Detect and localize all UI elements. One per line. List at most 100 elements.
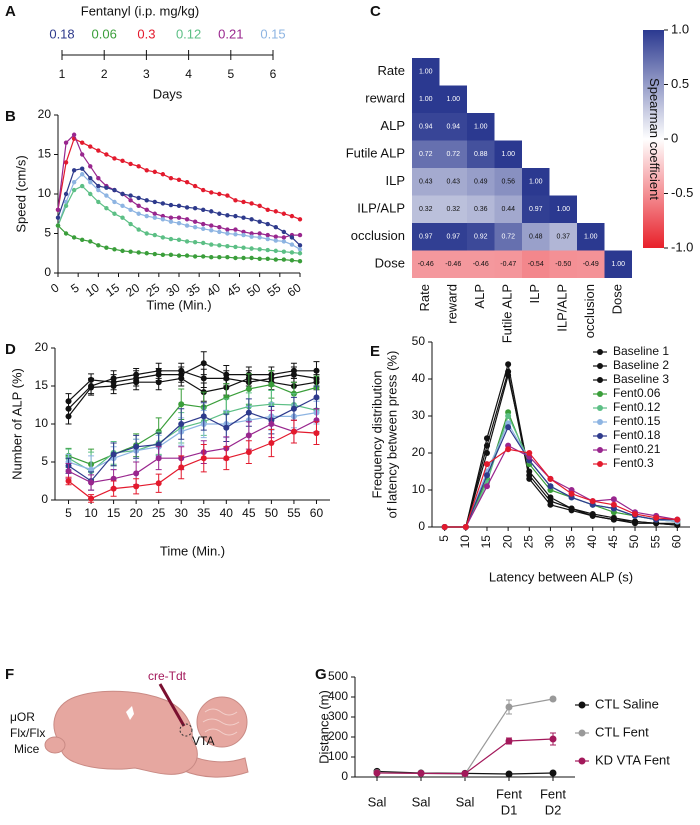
data-point [152,232,157,238]
data-point [257,235,262,240]
colorbar-tick-label: 1.0 [671,21,689,36]
data-point [71,168,77,173]
data-point [168,252,174,258]
data-point [128,198,133,203]
cell-label: 1.00 [529,179,543,186]
data-point [71,187,77,193]
data-point [88,144,93,149]
data-point [88,466,95,473]
data-point [201,226,206,231]
data-point [281,249,287,254]
legend-marker [597,433,603,439]
data-point [632,518,639,525]
heatmap-cell [439,168,467,196]
heatmap-cell [412,140,440,168]
heatmap-cell [412,168,440,196]
data-point [257,247,262,252]
x-tick-label: 10 [458,535,472,549]
data-point [184,253,190,258]
data-point [120,158,125,164]
data-point [184,179,190,185]
cell-label: 0.72 [419,151,433,158]
data-point [610,501,617,508]
heatmap-cell [494,195,522,223]
data-point [55,215,61,220]
legend-marker [597,447,603,453]
data-point [200,360,207,367]
x-tick-label: Sal [412,794,431,809]
colorbar-tick-label: -0.5 [671,185,693,200]
series-line [444,375,678,528]
x-tick-label: 35 [197,506,211,520]
data-point [265,247,270,253]
panel-letter: C [370,3,381,20]
y-tick-label: 100 [328,749,348,763]
colorbar-label: Spearman coefficient [647,78,662,200]
cell-label: -0.50 [555,261,571,268]
data-point [184,217,190,222]
x-tick-label: 2 [101,67,108,81]
y-tick-label: 0 [44,265,51,279]
data-point [201,187,206,193]
data-point [200,413,207,420]
data-point [152,211,157,216]
x-tick-label: 20 [129,506,143,520]
series-line [444,425,678,528]
legend-label: Baseline 2 [613,358,669,372]
data-point [80,152,85,157]
data-point [265,256,270,261]
data-point [63,160,69,165]
cell-label: 1.00 [419,69,433,76]
y-axis-label: Speed (cm/s) [13,155,28,232]
data-point [505,770,513,778]
data-point [136,195,141,201]
y-axis-label: Number of ALP (%) [9,368,24,480]
data-point [192,219,198,224]
data-point [104,152,109,157]
mouse-label: μOR [10,710,35,724]
cell-label: 0.94 [446,124,460,131]
x-tick-label: 40 [585,535,599,549]
data-point [128,161,133,167]
data-point [289,258,295,263]
data-point [160,217,166,222]
data-point [268,421,275,427]
heatmap-cell [467,113,495,141]
data-point [281,239,287,244]
data-point [289,242,295,247]
data-point [249,217,254,222]
y-axis-label: of latency between press (%) [384,351,399,519]
data-point [249,255,254,261]
series-line [68,430,317,500]
x-tick-label: 50 [627,535,641,549]
data-point [289,250,295,255]
data-point [120,248,125,254]
data-point [63,231,69,236]
data-point [568,505,575,512]
data-point [209,223,214,228]
cell-label: 0.72 [446,151,460,158]
x-tick-label: 50 [265,506,279,520]
data-point [289,213,295,219]
data-point [112,199,117,205]
x-tick-label: 5 [65,506,72,520]
data-point [241,255,246,261]
heatmap-cell [412,58,440,86]
series-line [444,371,678,528]
data-point [245,432,252,439]
data-point [209,242,214,247]
cell-label: -0.46 [473,261,489,268]
data-point [201,240,206,246]
x-tick-label: 20 [500,535,514,549]
legend-label: Fent0.06 [613,386,661,400]
data-point [225,255,230,260]
data-point [233,227,238,232]
dose-label: 0.12 [176,26,201,41]
data-point [160,172,166,177]
dose-label: 0.18 [49,26,74,41]
data-point [313,394,320,401]
data-point [200,375,207,382]
data-point [610,496,617,503]
cell-label: -0.49 [583,261,599,268]
